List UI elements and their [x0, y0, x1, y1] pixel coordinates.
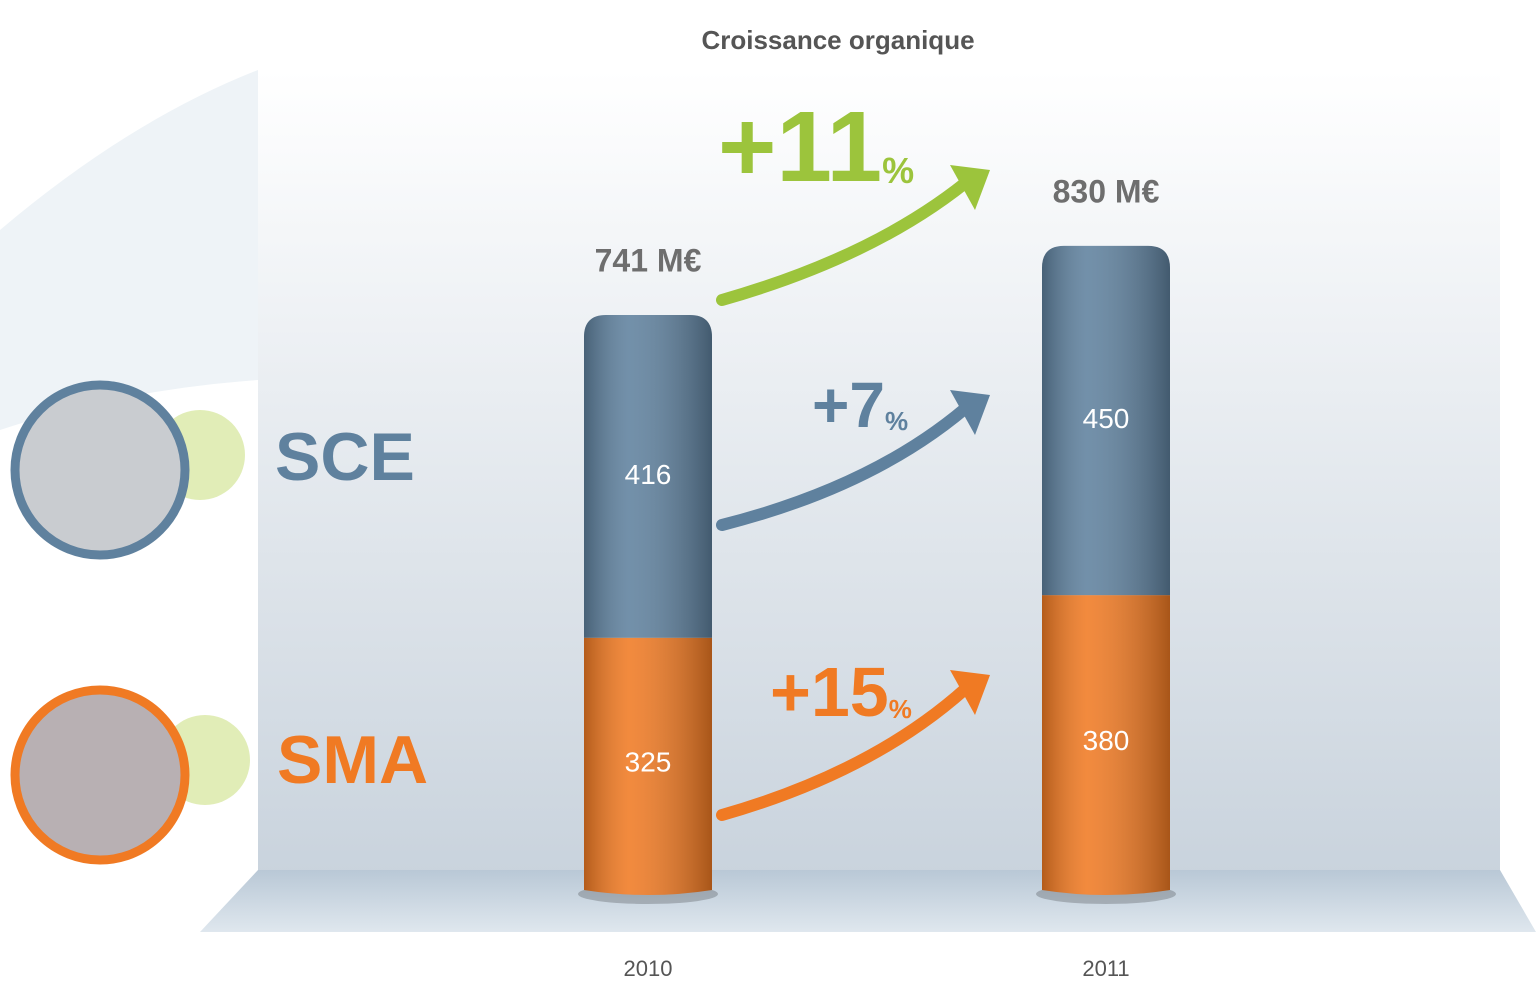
growth-number: +7	[812, 369, 885, 441]
x-tick-label: 2011	[1082, 956, 1129, 981]
data-label: 450	[1083, 403, 1130, 434]
growth-unit: %	[885, 406, 908, 436]
growth-number: +15	[770, 653, 889, 731]
bar-shine	[1042, 595, 1170, 895]
arrow-head	[950, 165, 990, 210]
floor	[200, 870, 1536, 932]
growth-arrow	[716, 169, 981, 306]
data-label: 416	[625, 459, 672, 490]
legend-label: SCE	[275, 419, 415, 495]
growth-unit: %	[882, 150, 914, 191]
data-label: 380	[1083, 725, 1130, 756]
growth-label: +15%	[770, 653, 912, 731]
growth-number: +11	[718, 91, 882, 203]
chart-title: Croissance organique	[701, 25, 974, 55]
growth-arrow	[716, 674, 981, 821]
growth-arrow	[716, 394, 981, 531]
growth-unit: %	[889, 694, 912, 724]
bar-shine	[1042, 245, 1170, 596]
bar-shine	[584, 637, 712, 895]
decor-curve	[0, 70, 258, 430]
arrow-head	[950, 670, 990, 715]
total-label: 741 M€	[595, 242, 702, 278]
growth-label: +7%	[812, 369, 908, 441]
sma-icon	[10, 685, 190, 865]
sce-icon	[10, 380, 190, 560]
total-label: 830 M€	[1053, 173, 1160, 209]
legend-label: SMA	[277, 722, 428, 798]
growth-label: +11%	[718, 91, 914, 203]
x-tick-label: 2010	[624, 956, 673, 981]
arrow-head	[950, 390, 990, 435]
bar-shine	[584, 314, 712, 638]
data-label: 325	[625, 746, 672, 777]
